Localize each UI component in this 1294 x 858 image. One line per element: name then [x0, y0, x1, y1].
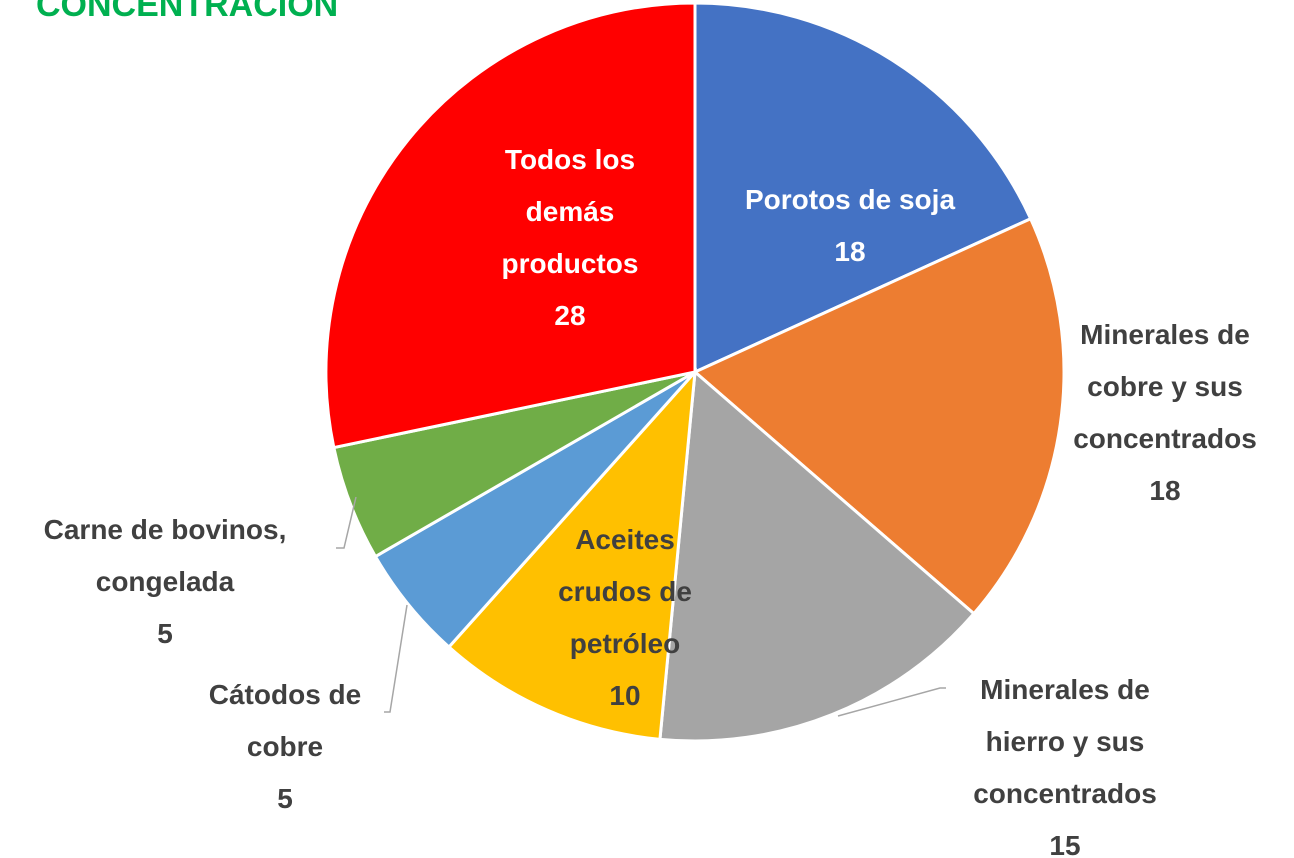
leader-line [336, 496, 357, 549]
slices [324, 1, 1066, 743]
slice [446, 367, 697, 741]
data-label: Carne de bovinos, congelada 5 [15, 504, 315, 660]
label-name: Porotos de soja [744, 184, 956, 215]
label-name: Minerales de cobre y sus concentrados [1073, 319, 1257, 454]
data-label: Aceites crudos de petróleo 10 [540, 514, 710, 722]
slice [658, 368, 976, 743]
label-value: 15 [1049, 830, 1081, 858]
label-value: 18 [1149, 475, 1181, 506]
label-name: Todos los demás productos [501, 144, 639, 279]
slice [324, 1, 697, 450]
slice [692, 216, 1066, 616]
label-name: Minerales de hierro y sus concentrados [973, 674, 1157, 809]
slice [693, 1, 1033, 375]
data-label: Minerales de hierro y sus concentrados 15 [950, 664, 1180, 858]
chart-title: CONCENTRACIÓN [36, 0, 339, 24]
data-label: Minerales de cobre y sus concentrados 18 [1050, 309, 1280, 517]
data-label: Porotos de soja 18 [690, 174, 1010, 278]
label-value: 5 [157, 618, 173, 649]
data-label: Todos los demás productos 28 [490, 134, 650, 342]
label-value: 28 [554, 300, 586, 331]
label-name: Carne de bovinos, congelada [43, 514, 287, 597]
label-name: Aceites crudos de petróleo [558, 524, 692, 659]
label-value: 10 [609, 680, 641, 711]
leader-line [384, 604, 408, 713]
label-name: Cátodos de cobre [208, 679, 362, 762]
leader-line [837, 687, 946, 717]
label-value: 5 [277, 783, 293, 814]
data-label: Cátodos de cobre 5 [193, 669, 378, 825]
label-value: 18 [834, 236, 866, 267]
